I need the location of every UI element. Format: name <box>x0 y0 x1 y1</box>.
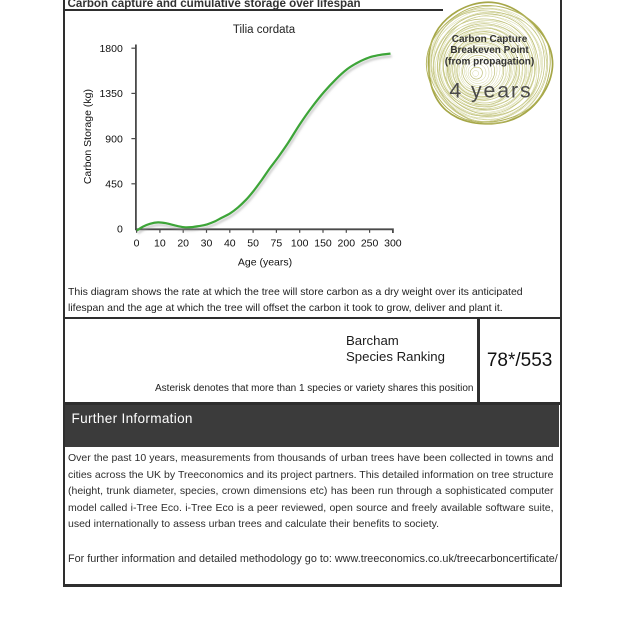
svg-text:900: 900 <box>105 133 123 145</box>
svg-text:250: 250 <box>361 237 379 249</box>
svg-text:450: 450 <box>105 179 123 191</box>
svg-text:1800: 1800 <box>99 43 123 55</box>
svg-text:10: 10 <box>154 237 166 249</box>
svg-text:200: 200 <box>338 237 356 249</box>
svg-text:100: 100 <box>291 237 309 249</box>
svg-text:40: 40 <box>224 237 236 249</box>
svg-text:300: 300 <box>384 237 402 249</box>
svg-text:0: 0 <box>134 237 140 249</box>
svg-text:0: 0 <box>117 224 123 236</box>
svg-text:Carbon Capture: Carbon Capture <box>452 34 528 45</box>
svg-text:4 years: 4 years <box>449 79 532 103</box>
svg-text:30: 30 <box>201 237 213 249</box>
svg-text:(from propagation): (from propagation) <box>445 56 534 67</box>
svg-text:75: 75 <box>271 237 283 249</box>
svg-text:1350: 1350 <box>99 88 123 100</box>
svg-text:50: 50 <box>247 237 259 249</box>
svg-text:Tilia cordata: Tilia cordata <box>233 24 296 36</box>
svg-text:150: 150 <box>314 237 332 249</box>
svg-text:20: 20 <box>177 237 189 249</box>
svg-text:Breakeven Point: Breakeven Point <box>450 45 529 56</box>
svg-text:Carbon Storage (kg): Carbon Storage (kg) <box>82 89 94 184</box>
svg-text:Age (years): Age (years) <box>238 257 292 269</box>
